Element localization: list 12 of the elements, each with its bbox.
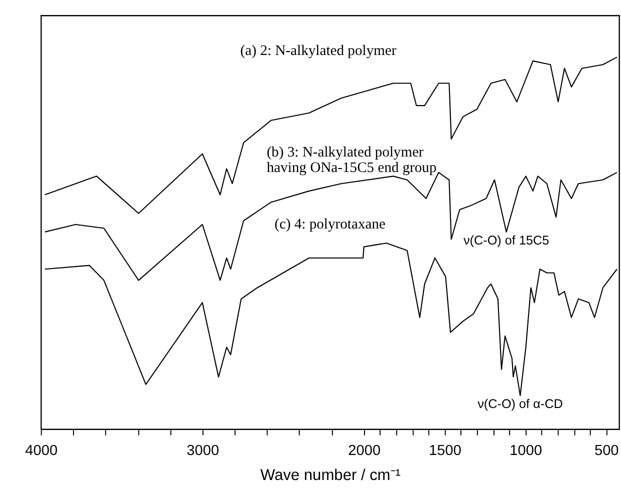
x-tick-label: 1000	[510, 442, 542, 459]
series-label: (b) 3: N-alkylated polymer having ONa-15C5 end group	[266, 144, 437, 176]
x-axis-title: Wave number / cm⁻¹	[260, 467, 401, 484]
x-tick-label: 1500	[428, 442, 462, 459]
x-tick-label: 4000	[25, 442, 58, 459]
series-label: (c) 4: polyrotaxane	[274, 216, 386, 233]
annotation: ν(C-O) of α-CD	[478, 397, 563, 412]
x-tick-label: 500	[594, 442, 619, 459]
annotation: ν(C-O) of 15C5	[463, 234, 550, 248]
x-tick-label: 3000	[186, 442, 220, 459]
x-tick-label: 2000	[348, 442, 381, 459]
series-label: (a) 2: N-alkylated polymer	[240, 43, 396, 60]
